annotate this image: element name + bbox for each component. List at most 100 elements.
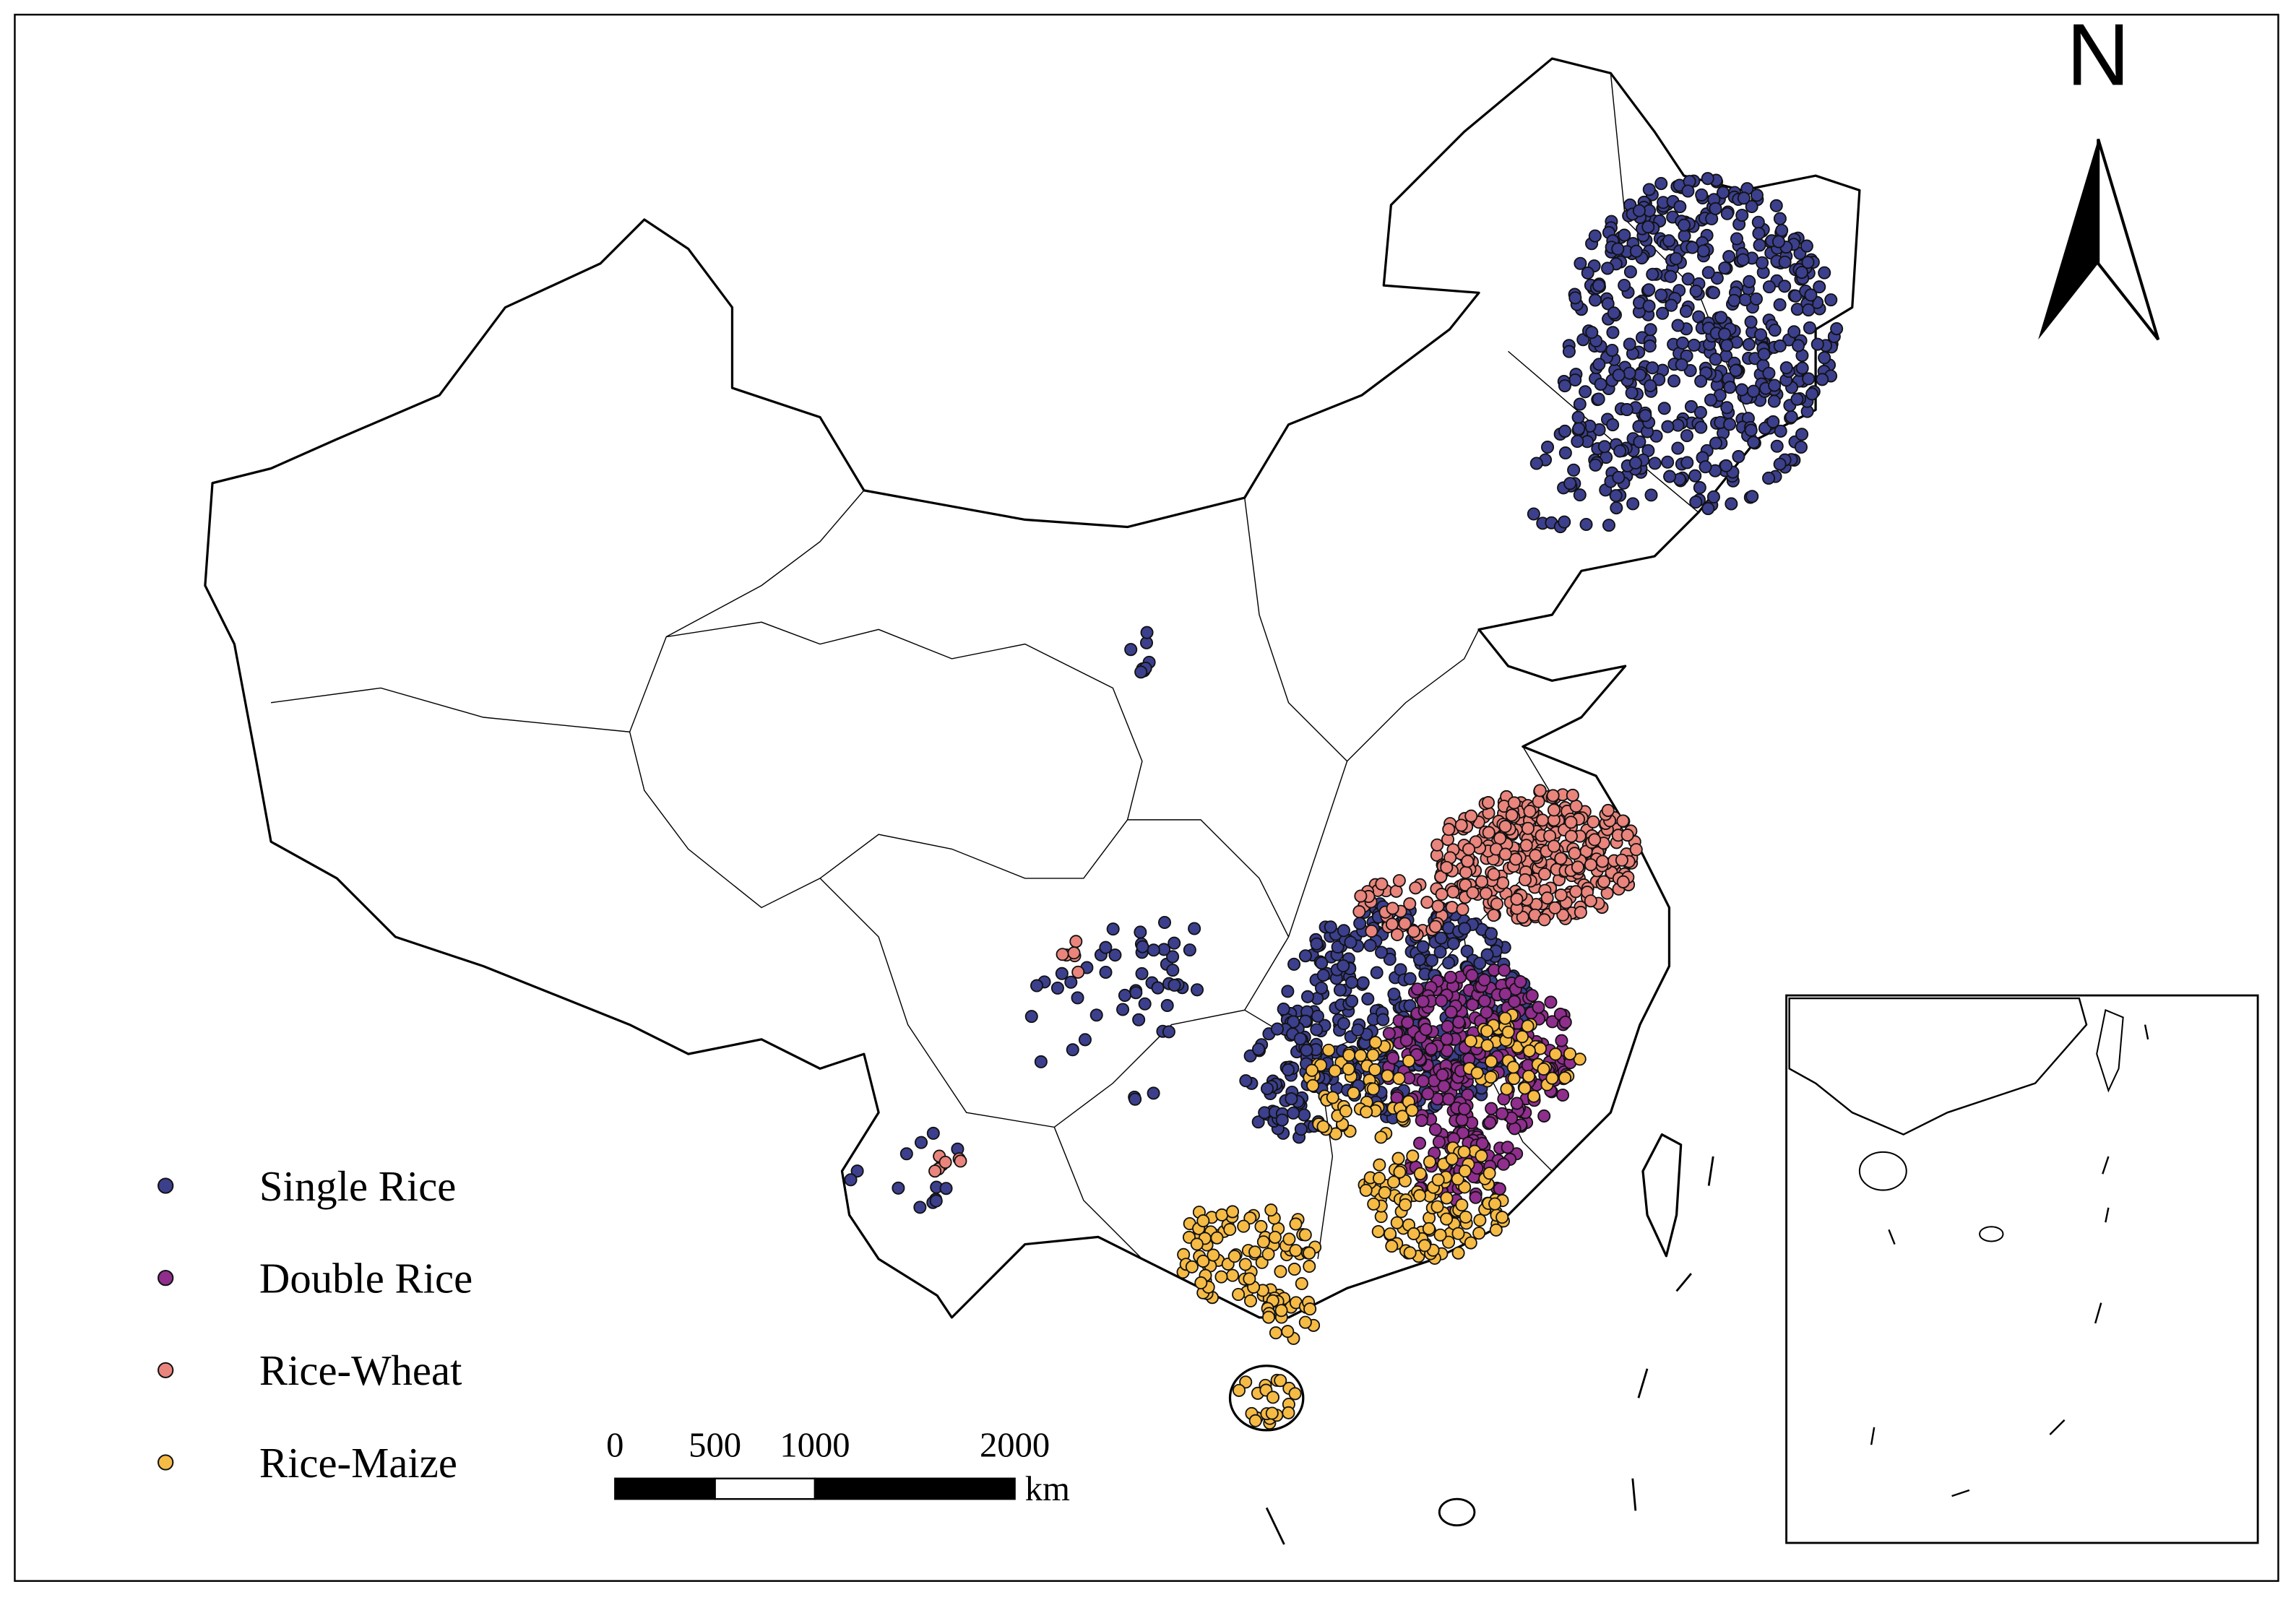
site-dot: [1633, 435, 1647, 449]
site-dot: [1588, 293, 1602, 307]
site-dot: [1243, 1294, 1258, 1307]
site-dot: [1537, 1109, 1551, 1123]
site-dot: [1801, 256, 1815, 269]
site-dot: [1775, 223, 1789, 237]
site-dot: [1642, 283, 1656, 297]
site-dot: [1498, 964, 1511, 977]
site-dot: [1425, 1042, 1438, 1056]
site-dot: [1751, 215, 1765, 229]
site-dot: [1157, 915, 1172, 929]
site-dot: [1545, 1071, 1559, 1085]
site-dot: [1473, 1214, 1487, 1227]
site-dot: [1374, 1130, 1388, 1144]
site-dot: [1293, 1032, 1307, 1046]
site-dot: [1099, 965, 1113, 979]
site-dot: [1485, 1055, 1498, 1068]
site-dot: [1652, 373, 1666, 386]
site-dot: [1433, 1228, 1447, 1242]
site-dot: [1265, 1406, 1279, 1420]
scale-bar: 0 500 1000 2000 km: [606, 1425, 1070, 1508]
site-dot: [1527, 507, 1540, 521]
site-dot: [1568, 847, 1581, 860]
site-dot: [1378, 1186, 1391, 1200]
site-dot: [1773, 298, 1787, 311]
site-dot: [1345, 976, 1359, 990]
site-dot: [1488, 1197, 1502, 1211]
site-dot: [1134, 665, 1148, 679]
site-dot: [1223, 1222, 1237, 1237]
province-border: [665, 490, 865, 638]
site-dot: [1435, 994, 1449, 1008]
site-dot: [1352, 905, 1366, 919]
site-dot: [1405, 1104, 1419, 1117]
site-dot: [1699, 460, 1712, 474]
site-dot: [1387, 987, 1401, 1001]
site-dot: [1484, 1071, 1498, 1084]
site-dot: [1188, 922, 1201, 935]
site-dot: [1303, 1246, 1316, 1260]
site-dot: [1420, 896, 1434, 909]
site-dot: [1289, 1244, 1303, 1258]
scale-label: 1000: [780, 1425, 850, 1464]
site-dot: [1529, 849, 1542, 862]
site-dot: [1693, 405, 1707, 419]
site-dot: [1516, 910, 1529, 924]
site-dot: [1398, 917, 1412, 930]
site-dot: [1537, 1062, 1550, 1076]
site-dot: [1344, 935, 1358, 949]
site-dot: [1078, 1033, 1092, 1047]
site-dot: [1353, 917, 1367, 930]
site-dot: [1440, 1191, 1454, 1205]
site-dot: [1288, 1387, 1302, 1401]
site-dot: [1472, 1227, 1486, 1240]
scale-label: 0: [606, 1425, 623, 1464]
site-dot: [1260, 1082, 1274, 1096]
site-dot: [1399, 1034, 1413, 1047]
site-dot: [1745, 490, 1759, 503]
site-dot: [1370, 966, 1384, 980]
site-dot: [1657, 402, 1671, 415]
site-dot: [1510, 892, 1524, 906]
site-dot: [1718, 327, 1732, 341]
site-dot: [1742, 337, 1756, 351]
site-dot: [1737, 191, 1751, 205]
site-dot: [1451, 1227, 1465, 1240]
site-dot: [1720, 401, 1734, 415]
arrow-right: [2097, 138, 2160, 341]
legend-label: Double Rice: [259, 1255, 472, 1302]
site-dot: [1613, 444, 1627, 458]
site-dot: [1546, 789, 1560, 803]
site-dot: [1661, 455, 1675, 469]
site-dot: [1475, 1149, 1488, 1163]
province-border: [1053, 1127, 1143, 1260]
site-dot: [1485, 1102, 1498, 1115]
site-dot: [1282, 1406, 1295, 1419]
site-dot: [1743, 274, 1756, 288]
site-dot: [1754, 328, 1768, 342]
site-dot: [1768, 324, 1782, 337]
site-dot: [1442, 823, 1456, 836]
site-dot: [1769, 199, 1783, 212]
site-dot: [1501, 1025, 1515, 1039]
site-dot: [1579, 385, 1592, 399]
site-dot: [1071, 965, 1085, 979]
site-dot: [1768, 379, 1782, 392]
site-dot: [1592, 279, 1605, 293]
site-dot: [1232, 1287, 1246, 1301]
legend: Single Rice Double Rice Rice-Wheat Rice-Mai…: [157, 1163, 472, 1487]
site-dot: [1451, 1246, 1465, 1260]
site-dot: [1458, 1164, 1472, 1178]
site-dot: [1185, 1260, 1199, 1273]
site-dot: [1521, 821, 1535, 835]
site-dot: [1547, 839, 1561, 853]
site-dot: [1802, 303, 1816, 317]
site-dot: [1723, 418, 1737, 431]
site-dot: [1485, 927, 1498, 940]
site-dot: [1716, 186, 1730, 199]
site-dot: [1490, 897, 1503, 911]
site-dot: [1316, 969, 1330, 982]
site-dot: [1294, 1123, 1308, 1136]
site-dot: [1601, 297, 1615, 311]
site-dot: [1680, 429, 1693, 443]
site-dot: [1774, 424, 1787, 438]
